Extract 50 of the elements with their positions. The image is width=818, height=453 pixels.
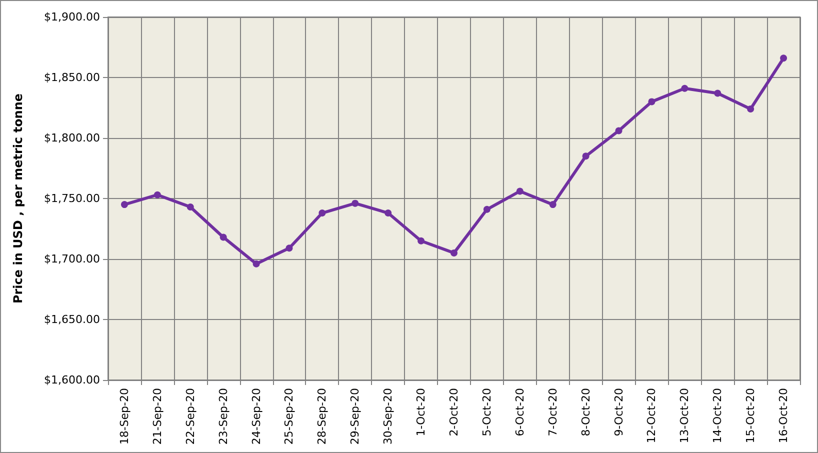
- x-tick-label: 29-Sep-20: [348, 388, 362, 445]
- point: [780, 54, 788, 62]
- x-tick-label: 13-Oct-20: [678, 388, 692, 444]
- y-tick-label: $1,750.00: [44, 192, 100, 205]
- point: [483, 206, 490, 213]
- x-tick-label: 23-Sep-20: [216, 388, 230, 445]
- x-tick-label: 6-Oct-20: [513, 388, 526, 436]
- point: [648, 98, 656, 106]
- x-tick-label: 21-Sep-20: [150, 388, 164, 445]
- point: [252, 260, 260, 268]
- point: [186, 203, 194, 210]
- point: [582, 152, 590, 160]
- point: [220, 234, 227, 241]
- point: [450, 249, 458, 256]
- x-tick-label: 5-Oct-20: [480, 388, 494, 436]
- point: [384, 210, 392, 217]
- x-tick-label: 30-Sep-20: [382, 388, 395, 445]
- point: [516, 188, 524, 195]
- x-tick-label: 18-Sep-20: [118, 388, 131, 445]
- x-tick-label: 22-Sep-20: [184, 388, 197, 445]
- y-tick-label: $1,800.00: [44, 132, 100, 144]
- x-tick-label: 28-Sep-20: [316, 388, 329, 445]
- point: [286, 244, 293, 252]
- y-tick-label: $1,600.00: [44, 374, 100, 386]
- point: [681, 84, 688, 92]
- x-tick-label: 24-Sep-20: [250, 388, 263, 445]
- point: [418, 237, 425, 244]
- x-tick-label: 15-Oct-20: [744, 388, 758, 444]
- x-tick-label: 12-Oct-20: [645, 388, 658, 444]
- point: [352, 200, 359, 207]
- point: [120, 201, 128, 208]
- y-tick-label: $1,650.00: [44, 313, 100, 326]
- y-tick-label: $1,850.00: [44, 71, 100, 84]
- point: [615, 127, 622, 134]
- x-tick-label: 2-Oct-20: [448, 388, 460, 436]
- x-tick-label: 16-Oct-20: [777, 388, 790, 444]
- x-tick-label: 9-Oct-20: [612, 388, 626, 436]
- point: [318, 210, 326, 217]
- x-tick-label: 8-Oct-20: [579, 388, 592, 436]
- x-tick-label: 14-Oct-20: [711, 388, 724, 444]
- y-axis-title: Price in USD , per metric tonne: [11, 93, 25, 304]
- x-tick-label: 25-Sep-20: [282, 388, 296, 445]
- point: [747, 105, 754, 112]
- x-tick-label: 7-Oct-20: [546, 388, 560, 436]
- point: [154, 191, 161, 198]
- y-tick-label: $1,900.00: [44, 10, 100, 24]
- point: [549, 201, 556, 208]
- point: [714, 90, 722, 97]
- y-tick-label: $1,700.00: [44, 252, 100, 266]
- x-tick-label: 1-Oct-20: [414, 388, 428, 436]
